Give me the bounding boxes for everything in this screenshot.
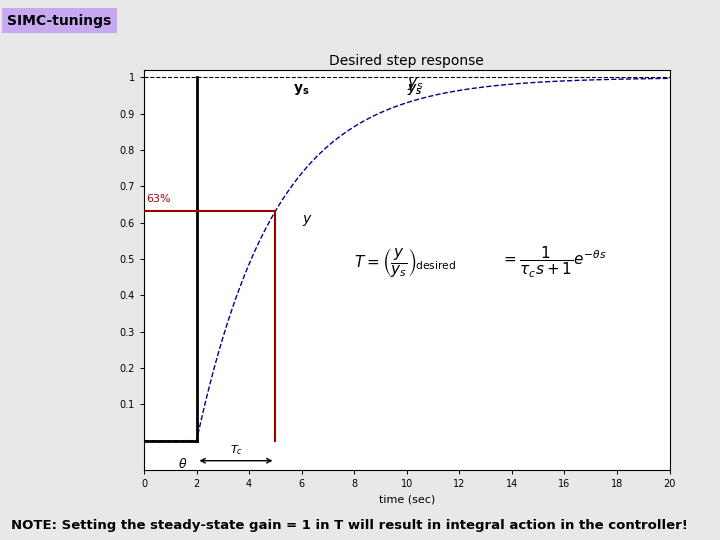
Text: SIMC-tunings: SIMC-tunings	[7, 14, 112, 28]
Text: NOTE: Setting the steady-state gain = 1 in T will result in integral action in t: NOTE: Setting the steady-state gain = 1 …	[11, 519, 688, 532]
Text: $\mathit{y}_s$: $\mathit{y}_s$	[407, 82, 422, 97]
Text: $\mathbf{y_s}$: $\mathbf{y_s}$	[294, 82, 310, 97]
X-axis label: time (sec): time (sec)	[379, 495, 435, 504]
Text: $\theta$: $\theta$	[178, 457, 188, 471]
Text: $T_c$: $T_c$	[230, 443, 243, 457]
Text: $\mathit{y_s}$: $\mathit{y_s}$	[407, 82, 422, 97]
Title: Desired step response: Desired step response	[330, 53, 484, 68]
Text: $y_s$: $y_s$	[407, 76, 423, 92]
Text: 63%: 63%	[146, 194, 171, 204]
Text: $T = \left(\dfrac{y}{y_s}\right)_{\!\mathrm{desired}}$: $T = \left(\dfrac{y}{y_s}\right)_{\!\mat…	[354, 246, 456, 279]
Text: $= \dfrac{1}{\tau_c s+1}e^{-\theta s}$: $= \dfrac{1}{\tau_c s+1}e^{-\theta s}$	[501, 244, 607, 280]
Text: $y$: $y$	[302, 213, 312, 228]
